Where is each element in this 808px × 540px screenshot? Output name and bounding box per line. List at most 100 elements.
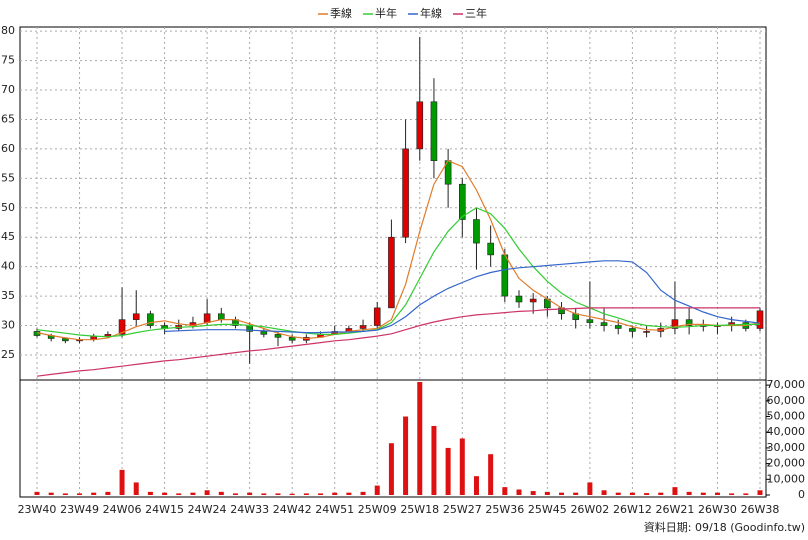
- x-tick-label: 24W42: [273, 503, 312, 516]
- y2-tick-label: 70,000: [767, 378, 806, 391]
- ma-line: [164, 260, 761, 334]
- x-tick-label: 25W18: [400, 503, 439, 516]
- volume-bar: [445, 447, 451, 495]
- price-panel: [19, 26, 767, 381]
- ma-line: [36, 207, 760, 338]
- y-tick-label: 40: [1, 260, 15, 273]
- volume-bar: [403, 416, 409, 495]
- volume-bar: [48, 492, 54, 495]
- candle-body: [756, 310, 764, 329]
- volume-bar: [743, 493, 749, 495]
- volume-bar: [629, 492, 635, 495]
- volume-bar: [119, 469, 125, 495]
- volume-bar: [77, 493, 83, 495]
- volume-bar: [133, 482, 139, 495]
- candle-body: [217, 313, 225, 320]
- volume-bar: [473, 476, 479, 495]
- candle-body: [685, 319, 693, 326]
- candle-body: [373, 307, 381, 326]
- y2-tick-label: 10,000: [767, 472, 806, 485]
- candle-body: [62, 338, 69, 342]
- volume-bar: [530, 491, 536, 495]
- candle-body: [203, 313, 211, 323]
- volume-bar: [232, 493, 238, 495]
- x-tick-label: 24W15: [145, 503, 184, 516]
- volume-bar: [332, 492, 338, 495]
- x-tick-label: 25W09: [358, 503, 397, 516]
- candle-body: [487, 242, 494, 256]
- volume-bar: [714, 492, 720, 495]
- y2-tick-label: 60,000: [767, 394, 806, 407]
- x-tick-label: 24W33: [230, 503, 269, 516]
- candle-body: [600, 322, 608, 326]
- x-tick-label: 23W49: [60, 503, 99, 516]
- legend-label: 半年: [375, 6, 397, 20]
- y2-tick-label: 40,000: [767, 425, 806, 438]
- source-note: 資料日期: 09/18 (Goodinfo.tw): [644, 520, 805, 534]
- y-tick-label: 45: [1, 230, 15, 243]
- volume-bar: [431, 425, 437, 495]
- ma-line: [36, 307, 760, 377]
- ma-line: [36, 159, 761, 341]
- legend-label: 年線: [420, 6, 442, 20]
- volume-bar: [388, 443, 394, 495]
- x-tick-label: 25W36: [485, 503, 524, 516]
- volume-bar: [374, 485, 380, 495]
- y2-tick-label: 0: [798, 488, 805, 501]
- volume-bar: [247, 492, 253, 495]
- y-tick-label: 65: [1, 112, 15, 125]
- volume-bar: [672, 487, 678, 495]
- candle-body: [586, 319, 594, 323]
- volume-bar: [261, 493, 267, 495]
- y-tick-label: 70: [1, 83, 15, 96]
- candle-body: [430, 101, 438, 161]
- candle-body: [388, 236, 395, 309]
- volume-bar: [360, 491, 366, 495]
- y-tick-label: 75: [1, 54, 15, 67]
- candle-body: [629, 328, 636, 332]
- candle-body: [274, 334, 282, 338]
- legend-label: 三年: [465, 6, 487, 20]
- volume-bar: [644, 493, 650, 495]
- candle-body: [643, 331, 650, 333]
- candle-body: [288, 337, 296, 341]
- candle-body: [260, 331, 268, 335]
- y-tick-label: 55: [1, 171, 15, 184]
- x-tick-label: 26W38: [741, 503, 780, 516]
- volume-bar: [516, 489, 522, 495]
- volume-bar: [544, 491, 550, 495]
- volume-bar: [218, 491, 224, 495]
- y-tick-label: 80: [1, 24, 15, 37]
- y-tick-label: 60: [1, 142, 15, 155]
- volume-bar: [658, 492, 664, 495]
- volume-bar: [729, 493, 735, 495]
- candle-body: [104, 334, 112, 337]
- candle-body: [147, 313, 154, 326]
- volume-bar: [700, 492, 706, 495]
- candle-body: [473, 219, 480, 244]
- volume-bar: [488, 454, 494, 495]
- volume-bar: [502, 487, 508, 495]
- volume-bar: [190, 492, 196, 495]
- x-tick-label: 26W30: [698, 503, 737, 516]
- candle-body: [458, 183, 466, 220]
- volume-bar: [147, 491, 153, 495]
- candle-body: [515, 295, 523, 303]
- x-tick-label: 24W24: [188, 503, 227, 516]
- volume-bar: [34, 491, 40, 495]
- volume-bar: [686, 491, 692, 495]
- volume-bar: [162, 492, 168, 495]
- volume-panel: [19, 379, 767, 498]
- candle-body: [118, 319, 126, 335]
- volume-bar: [615, 492, 621, 495]
- volume-bar: [318, 493, 324, 495]
- volume-bar: [459, 438, 465, 495]
- volume-bar: [303, 493, 309, 495]
- volume-bar: [275, 493, 281, 495]
- volume-bar: [346, 492, 352, 495]
- volume-bar: [105, 491, 111, 495]
- volume-bar: [204, 490, 210, 495]
- volume-bar: [417, 382, 423, 495]
- y-tick-label: 50: [1, 201, 15, 214]
